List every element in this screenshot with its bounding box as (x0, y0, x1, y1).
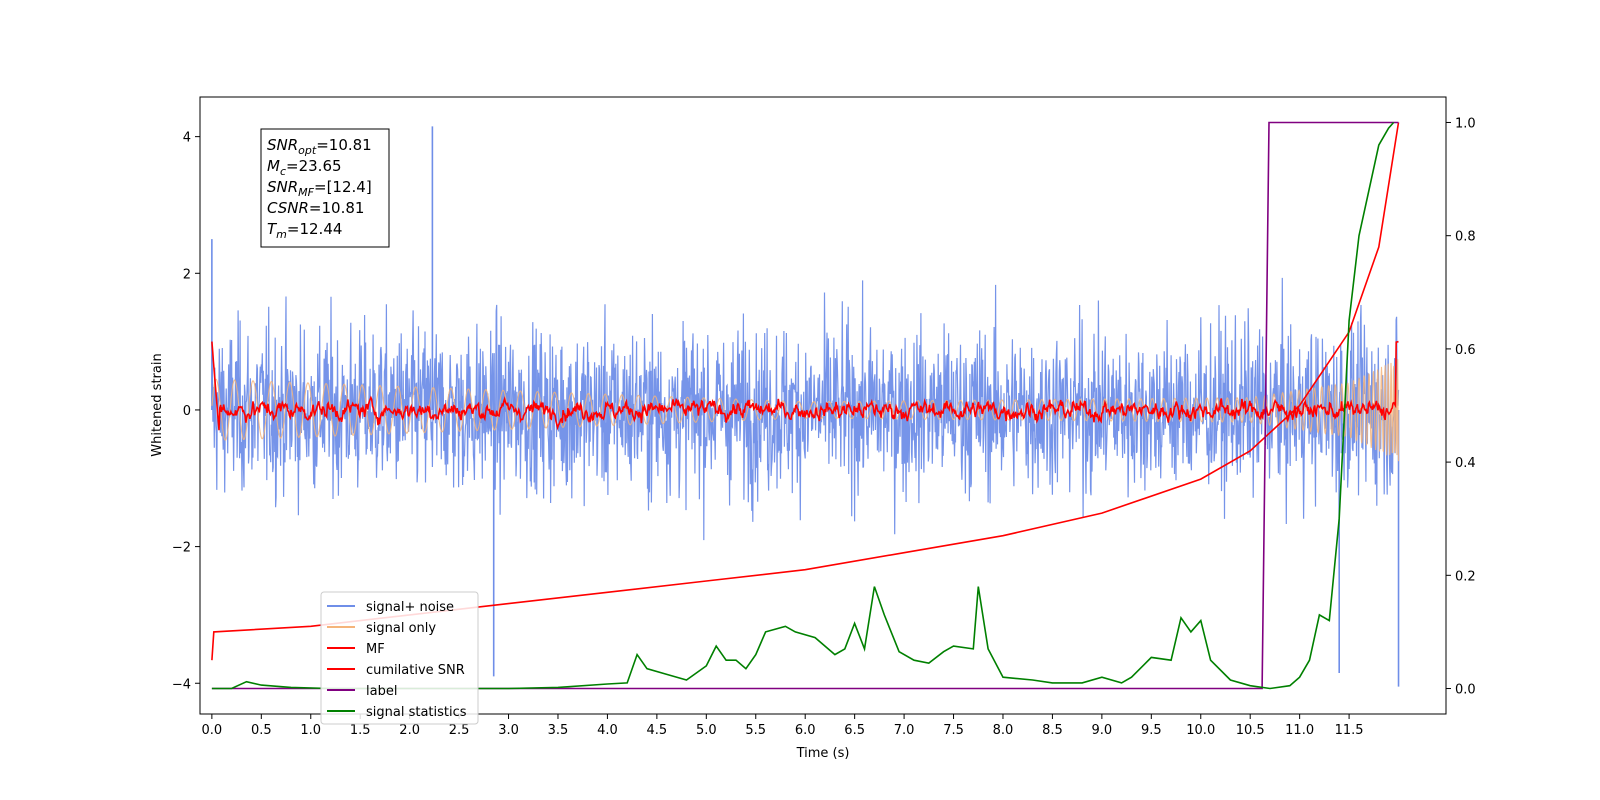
x-tick-label: 6.0 (795, 723, 816, 738)
x-tick-label: 5.0 (696, 723, 717, 738)
x-tick-label: 9.0 (1092, 723, 1113, 738)
annotation-line: Mc=23.65 (267, 157, 342, 178)
x-tick-label: 8.0 (993, 723, 1014, 738)
annotation-frame (260, 128, 390, 248)
y-axis-left: −4 −2 0 2 4 (172, 131, 200, 692)
x-tick-label: 1.0 (300, 723, 321, 738)
y-tick-label: 0 (183, 404, 191, 419)
y-tick-label: −2 (172, 541, 191, 556)
x-tick-label: 3.5 (548, 723, 569, 738)
x-tick-label: 11.0 (1285, 723, 1314, 738)
x-tick-label: 2.0 (399, 723, 420, 738)
y-tick-label: 4 (183, 131, 191, 146)
plot-area (211, 121, 1400, 690)
axes-frame (199, 96, 1447, 715)
x-tick-label: 4.5 (647, 723, 668, 738)
legend: signal+ noise signal only MF cumilative SNR… (320, 591, 479, 725)
y2-tick-label: 1.0 (1455, 116, 1476, 131)
annotation-box: SNRopt=10.81Mc=23.65SNRMF=[12.4]CSNR=10.… (260, 128, 390, 248)
annotation-line: Tm=12.44 (267, 220, 342, 241)
x-axis: 0.0 0.5 1.0 1.5 2.0 2.5 3.0 3.5 4.0 4.5 5.0 5.5 6.0 6… (202, 714, 1364, 738)
legend-cumulative-snr: cumilative SNR (366, 663, 465, 678)
y2-tick-label: 0.2 (1455, 569, 1476, 584)
x-tick-label: 10.5 (1236, 723, 1265, 738)
x-tick-label: 10.0 (1186, 723, 1215, 738)
legend-mf: MF (366, 642, 385, 657)
x-tick-label: 0.0 (202, 723, 223, 738)
x-tick-label: 0.5 (251, 723, 272, 738)
legend-signal-noise: signal+ noise (366, 600, 454, 615)
legend-frame (320, 591, 479, 725)
y-axis-right: 0.0 0.2 0.4 0.6 0.8 1.0 (1446, 116, 1476, 698)
x-tick-label: 5.5 (745, 723, 766, 738)
x-tick-label: 7.5 (943, 723, 964, 738)
x-tick-label: 4.0 (597, 723, 618, 738)
annotation-line: SNRopt=10.81 (267, 136, 372, 157)
y-tick-label: −4 (172, 677, 191, 692)
x-tick-label: 6.5 (844, 723, 865, 738)
series-signal-statistics (211, 121, 1395, 690)
y2-tick-label: 0.0 (1455, 683, 1476, 698)
x-tick-label: 8.5 (1042, 723, 1063, 738)
x-tick-label: 2.5 (449, 723, 470, 738)
legend-signal-statistics: signal statistics (366, 705, 467, 720)
x-tick-label: 1.5 (350, 723, 371, 738)
y2-tick-label: 0.8 (1455, 230, 1476, 245)
series-signal-noise (211, 277, 1400, 541)
y-tick-label: 2 (183, 267, 191, 282)
y-axis-label: Whitened strain (150, 353, 165, 456)
x-tick-label: 9.5 (1141, 723, 1162, 738)
series-label (211, 121, 1399, 690)
annotation-line: SNRMF=[12.4] (267, 178, 372, 199)
annotation-line: CSNR=10.81 (267, 199, 364, 217)
y2-tick-label: 0.4 (1455, 456, 1476, 471)
x-tick-label: 11.5 (1335, 723, 1364, 738)
x-axis-label: Time (s) (796, 746, 850, 761)
legend-signal-only: signal only (366, 621, 436, 636)
series-mf (211, 340, 1399, 431)
y2-tick-label: 0.6 (1455, 343, 1476, 358)
legend-label: label (366, 684, 397, 699)
x-tick-label: 7.0 (894, 723, 915, 738)
x-tick-label: 3.0 (498, 723, 519, 738)
